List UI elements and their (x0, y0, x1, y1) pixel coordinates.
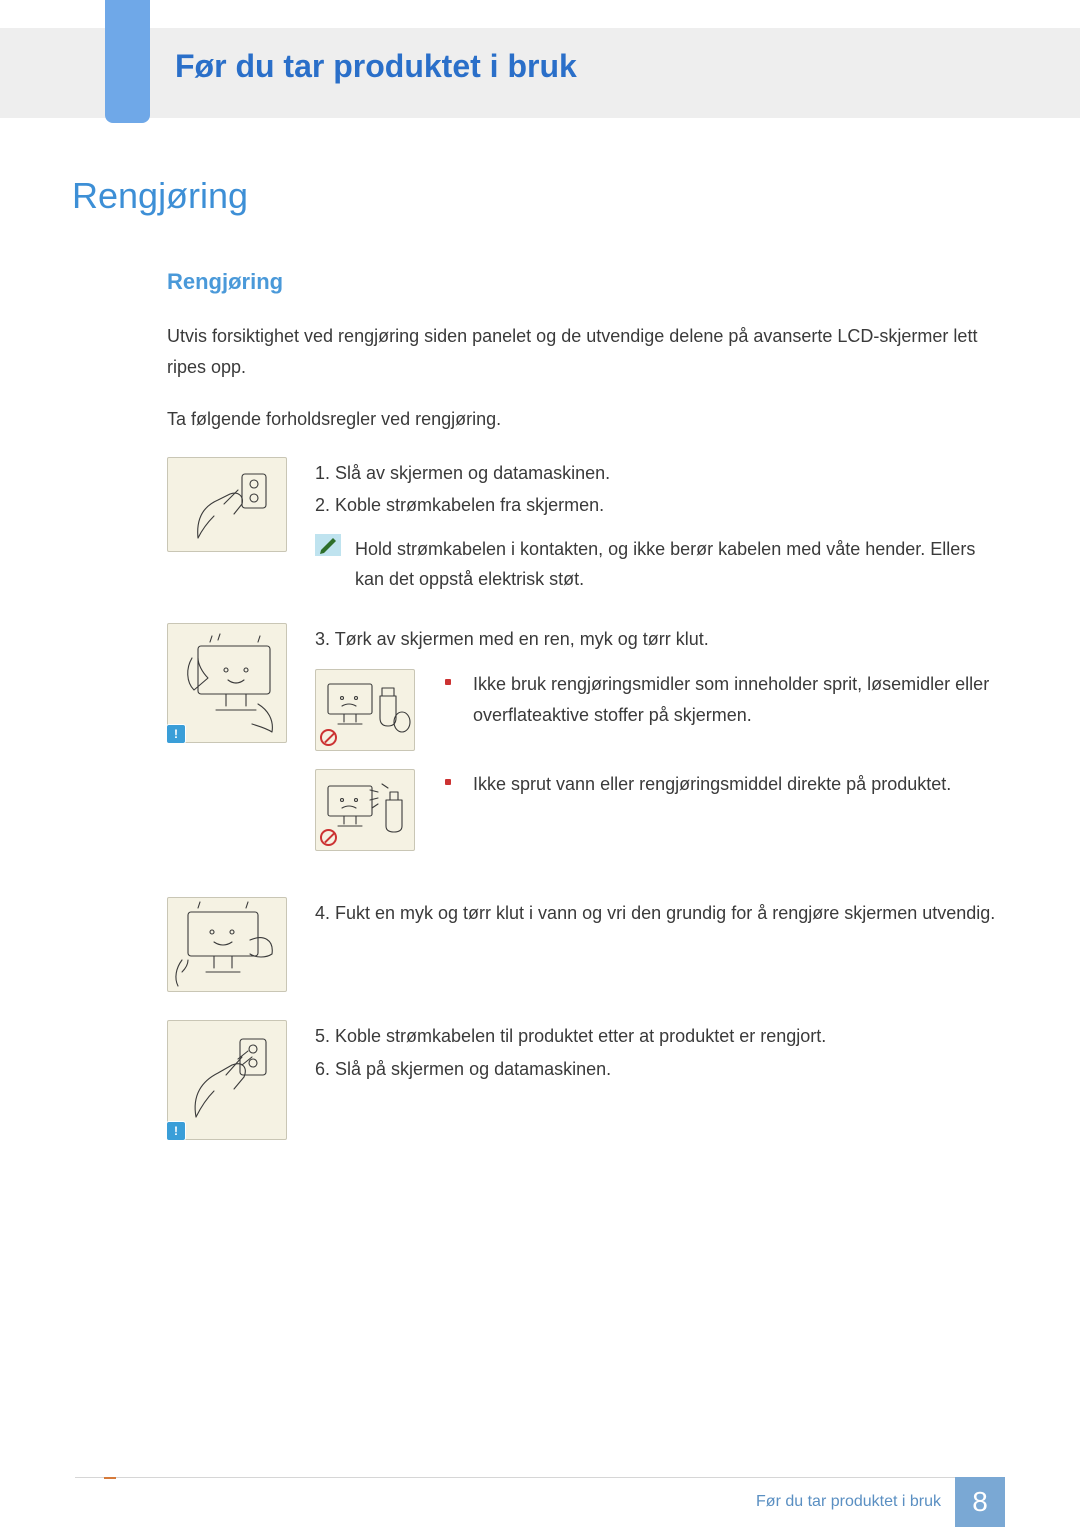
diagram-wipe-monitor-icon: ! (167, 623, 287, 743)
step-row-4: 4. Fukt en myk og tørr klut i vann og vr… (167, 897, 1008, 992)
bullet-icon (445, 679, 451, 685)
step-row-1: 1. Slå av skjermen og datamaskinen. 2. K… (167, 457, 1008, 595)
step-3-bullet-a-text: Ikke bruk rengjøringsmidler som innehold… (473, 669, 1008, 730)
step-2-text: 2. Koble strømkabelen fra skjermen. (315, 489, 1008, 521)
chapter-title: Før du tar produktet i bruk (175, 48, 577, 85)
step-3-text: 3. Tørk av skjermen med en ren, myk og t… (315, 623, 1008, 655)
precaution-paragraph: Ta følgende forholdsregler ved rengjørin… (167, 404, 1008, 435)
prohibit-icon (320, 729, 337, 746)
step-row-3: ! 3. Tørk av skjermen med en ren, myk og… (167, 623, 1008, 869)
page-root: Før du tar produktet i bruk Rengjøring R… (0, 0, 1080, 1527)
bullet-icon (445, 779, 451, 785)
diagram-no-spray-icon (315, 769, 415, 851)
page-footer: Før du tar produktet i bruk 8 (0, 1477, 1080, 1527)
header-tab-accent (105, 0, 150, 123)
step-1-text: 1. Slå av skjermen og datamaskinen. (315, 457, 1008, 489)
step-3-bullet-b-text: Ikke sprut vann eller rengjøringsmiddel … (473, 769, 1008, 800)
step-row-5: ! 5. Koble strømkabelen til produktet et… (167, 1020, 1008, 1140)
steps-container: 1. Slå av skjermen og datamaskinen. 2. K… (167, 457, 1008, 1140)
step-4-text: 4. Fukt en myk og tørr klut i vann og vr… (315, 897, 1008, 929)
subsection-heading: Rengjøring (167, 269, 1008, 295)
footer-accent (104, 1477, 116, 1479)
diagram-unplug-icon (167, 457, 287, 552)
footer-section-label: Før du tar produktet i bruk (756, 1493, 941, 1511)
diagram-wipe-exterior-icon (167, 897, 287, 992)
step-2-note-row: Hold strømkabelen i kontakten, og ikke b… (315, 534, 1008, 595)
step-6-text: 6. Slå på skjermen og datamaskinen. (315, 1053, 1008, 1085)
page-number: 8 (955, 1477, 1005, 1527)
diagram-no-chemicals-icon (315, 669, 415, 751)
prohibit-icon (320, 829, 337, 846)
intro-paragraph: Utvis forsiktighet ved rengjøring siden … (167, 321, 1008, 382)
step-2-note-text: Hold strømkabelen i kontakten, og ikke b… (355, 534, 1008, 595)
content-area: Rengjøring Rengjøring Utvis forsiktighet… (72, 175, 1008, 1168)
step-5-text: 5. Koble strømkabelen til produktet ette… (315, 1020, 1008, 1052)
info-badge-icon: ! (166, 724, 186, 744)
step-3-sub-b: Ikke sprut vann eller rengjøringsmiddel … (315, 769, 1008, 851)
section-heading: Rengjøring (72, 175, 1008, 217)
step-3-sub-a: Ikke bruk rengjøringsmidler som innehold… (315, 669, 1008, 751)
info-badge-icon: ! (166, 1121, 186, 1141)
pencil-note-icon (315, 534, 341, 556)
diagram-plug-in-icon: ! (167, 1020, 287, 1140)
